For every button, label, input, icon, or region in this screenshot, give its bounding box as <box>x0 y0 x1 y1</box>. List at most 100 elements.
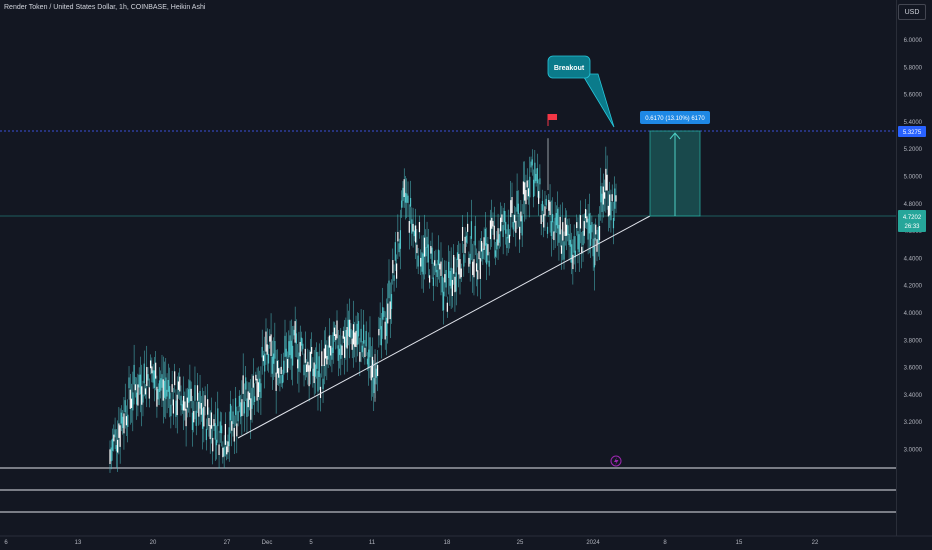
candle-body <box>113 434 115 442</box>
candle-body <box>292 345 294 366</box>
candle-body <box>371 356 374 378</box>
candle-body <box>579 215 582 229</box>
price-tick-label: 4.6000 <box>904 229 923 235</box>
candle-body <box>345 329 347 348</box>
candle-body <box>210 412 213 429</box>
candle-body <box>260 383 262 398</box>
candle-body <box>611 194 613 202</box>
candle-body <box>289 335 291 356</box>
candle-body <box>425 247 427 257</box>
candle-body <box>563 241 565 260</box>
candle-body <box>207 399 209 415</box>
currency-button[interactable]: USD <box>898 4 926 20</box>
candle-body <box>215 439 218 446</box>
candle-body <box>224 423 227 445</box>
candle-body <box>149 360 152 369</box>
candle-body <box>412 223 414 232</box>
candle-body <box>328 335 330 348</box>
candle-body <box>534 162 536 184</box>
candle-body <box>182 395 185 411</box>
candle-body <box>122 416 124 428</box>
candle-body <box>129 389 131 409</box>
candle-body <box>506 236 508 249</box>
candle-body <box>132 392 134 411</box>
candle-body <box>517 203 519 215</box>
candle-body <box>519 226 521 240</box>
candle-body <box>366 358 369 365</box>
candle-body <box>454 276 456 293</box>
candle-body <box>584 209 587 219</box>
candle-body <box>302 343 304 350</box>
candle-body <box>555 213 557 226</box>
candle-body <box>203 406 205 427</box>
candle-body <box>141 386 143 405</box>
candle-body <box>326 355 328 365</box>
candle-body <box>446 302 448 312</box>
candle-body <box>337 345 339 361</box>
candle-body <box>541 200 544 211</box>
flag-icon[interactable] <box>547 114 557 126</box>
candle-body <box>352 324 355 345</box>
candle-body <box>515 220 517 233</box>
candle-body <box>469 253 471 264</box>
candle-body <box>441 276 443 293</box>
candle-body <box>327 345 329 360</box>
candle-body <box>403 179 405 198</box>
candle-body <box>252 375 254 388</box>
candle-body <box>368 349 370 369</box>
candle-body <box>233 427 235 442</box>
candle-body <box>240 402 242 417</box>
candle-body <box>270 334 272 356</box>
candle-body <box>543 214 545 228</box>
candle-body <box>526 180 528 188</box>
candle-body <box>473 259 475 278</box>
candle-body <box>470 221 473 239</box>
candle-body <box>382 307 384 320</box>
candle-body <box>423 237 426 257</box>
time-tick-label: 22 <box>812 540 819 546</box>
candle-body <box>303 364 305 376</box>
price-series <box>109 138 617 473</box>
candle-body <box>146 366 148 387</box>
candle-body <box>503 210 506 223</box>
candle-body <box>212 437 214 452</box>
candle-body <box>247 391 249 408</box>
candle-body <box>117 439 119 453</box>
time-tick-label: 6 <box>4 540 8 546</box>
candle-body <box>161 374 163 388</box>
candle-body <box>480 241 483 252</box>
candle-body <box>363 324 365 344</box>
candle-body <box>278 368 280 378</box>
candle-body <box>444 274 446 283</box>
breakout-callout[interactable]: Breakout <box>547 55 615 128</box>
candle-body <box>312 368 314 377</box>
lightning-icon[interactable] <box>610 455 622 467</box>
candle-body <box>137 384 139 406</box>
candle-body <box>407 195 409 203</box>
candle-body <box>388 280 390 299</box>
candle-body <box>365 331 367 347</box>
price-axis[interactable]: 6.0000 5.8000 5.6000 5.4000 5.2000 5.0000 4.80… <box>904 38 923 454</box>
price-axis-separator <box>896 0 897 536</box>
candle-body <box>163 380 166 398</box>
candle-body <box>401 200 403 208</box>
candle-body <box>468 257 470 267</box>
candle-body <box>380 326 382 346</box>
candle-body <box>125 416 128 426</box>
candle-body <box>138 374 140 388</box>
candle-body <box>295 333 298 344</box>
candle-body <box>590 224 592 246</box>
candle-body <box>128 377 130 389</box>
candle-body <box>548 199 550 211</box>
candle-body <box>467 223 469 232</box>
svg-text:5.3275: 5.3275 <box>903 130 922 136</box>
candle-body <box>267 353 270 364</box>
candle-body <box>294 321 296 343</box>
candle-body <box>431 247 433 264</box>
candle-body <box>157 388 159 400</box>
candle-body <box>271 356 273 374</box>
time-axis[interactable]: 6 13 20 27 Dec 5 11 18 25 2024 8 15 22 <box>4 540 819 546</box>
ascending-trendline[interactable] <box>237 215 651 439</box>
candle-body <box>399 230 402 249</box>
